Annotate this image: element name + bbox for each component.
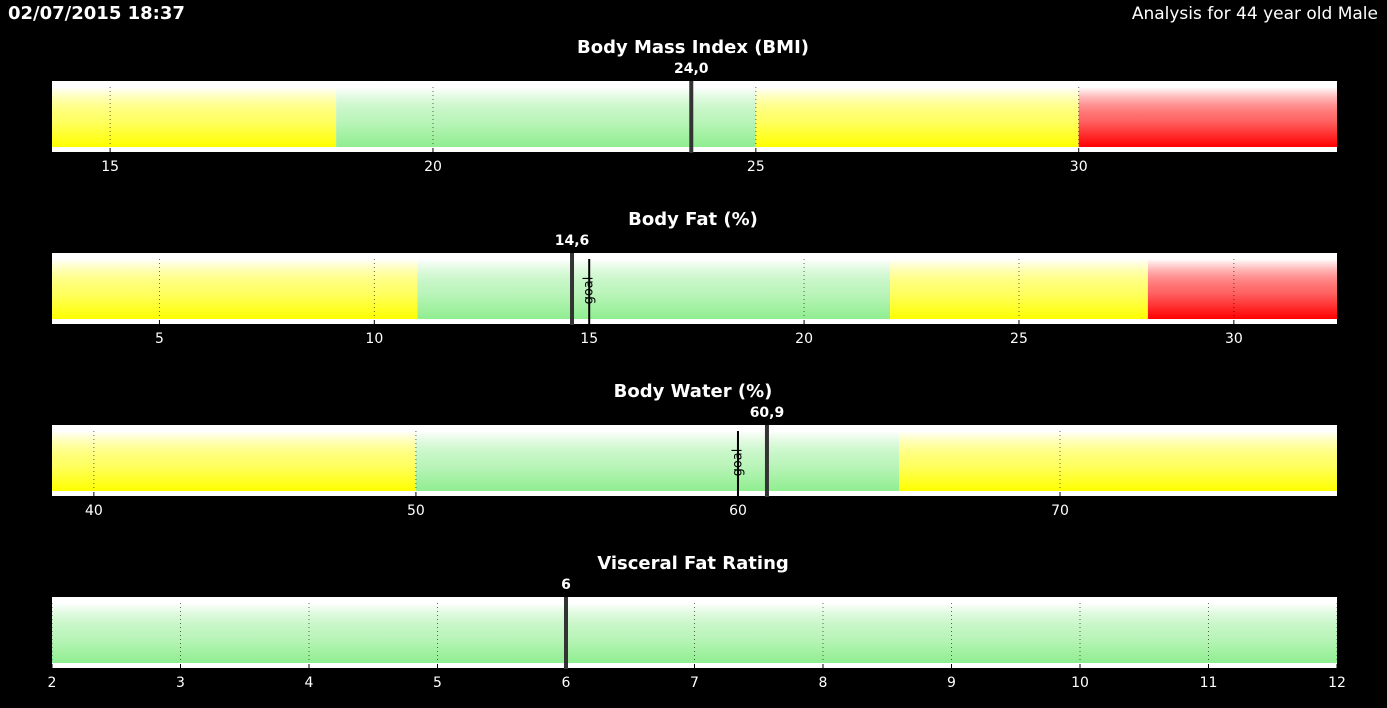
band xyxy=(336,87,756,147)
x-tick-label: 20 xyxy=(424,159,442,175)
band xyxy=(417,259,891,319)
x-tick-label: 30 xyxy=(1225,331,1243,347)
band xyxy=(52,431,416,491)
x-tick-label: 10 xyxy=(1071,675,1089,691)
band xyxy=(899,431,1337,491)
value-label: 14,6 xyxy=(555,233,590,249)
band xyxy=(890,259,1148,319)
band xyxy=(415,431,900,491)
x-tick-label: 60 xyxy=(729,503,747,519)
x-tick-label: 2 xyxy=(48,675,57,691)
goal-label: goal xyxy=(730,449,745,477)
value-label: 6 xyxy=(561,577,571,593)
x-tick-label: 7 xyxy=(690,675,699,691)
subject: Analysis for 44 year old Male xyxy=(1132,4,1378,24)
x-tick-label: 25 xyxy=(747,159,765,175)
timestamp: 02/07/2015 18:37 xyxy=(8,3,185,24)
gauge-title: Body Mass Index (BMI) xyxy=(577,37,809,58)
x-tick-label: 3 xyxy=(176,675,185,691)
band xyxy=(1147,259,1337,319)
x-tick-label: 11 xyxy=(1200,675,1218,691)
goal-label: goal xyxy=(582,277,597,305)
gauge-title: Body Water (%) xyxy=(614,381,773,402)
x-tick-label: 10 xyxy=(365,331,383,347)
x-tick-label: 4 xyxy=(305,675,314,691)
gauge-title: Body Fat (%) xyxy=(628,209,758,230)
x-tick-label: 30 xyxy=(1070,159,1088,175)
band xyxy=(52,259,418,319)
x-tick-label: 5 xyxy=(433,675,442,691)
x-tick-label: 40 xyxy=(85,503,103,519)
x-tick-label: 6 xyxy=(562,675,571,691)
x-tick-label: 20 xyxy=(795,331,813,347)
value-label: 24,0 xyxy=(674,61,709,77)
x-tick-label: 15 xyxy=(101,159,119,175)
x-tick-label: 9 xyxy=(947,675,956,691)
x-tick-label: 8 xyxy=(819,675,828,691)
x-tick-label: 15 xyxy=(580,331,598,347)
x-tick-label: 70 xyxy=(1051,503,1069,519)
x-tick-label: 12 xyxy=(1328,675,1346,691)
band xyxy=(1078,87,1337,147)
band xyxy=(52,87,337,147)
band xyxy=(52,603,1337,663)
x-tick-label: 5 xyxy=(155,331,164,347)
gauge-title: Visceral Fat Rating xyxy=(597,553,789,574)
x-tick-label: 50 xyxy=(407,503,425,519)
value-label: 60,9 xyxy=(750,405,785,421)
x-tick-label: 25 xyxy=(1010,331,1028,347)
band xyxy=(755,87,1079,147)
